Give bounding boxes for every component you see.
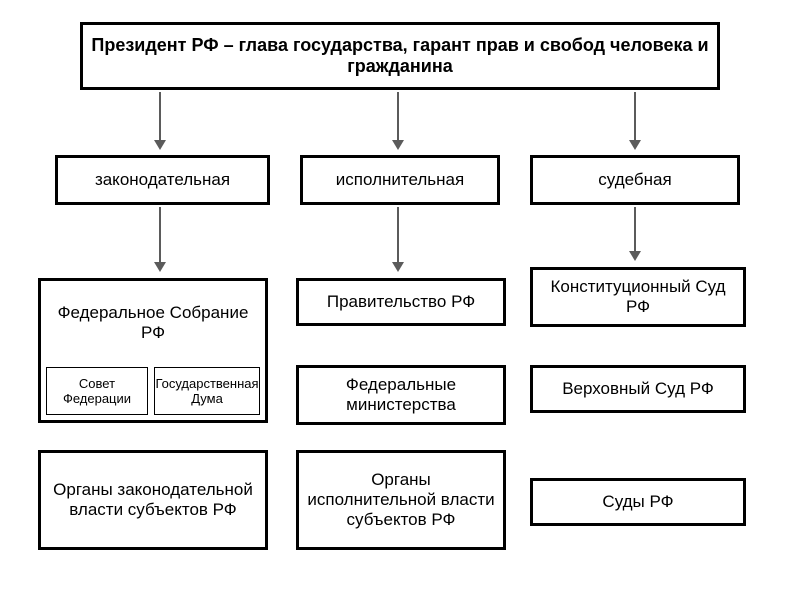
node-state-duma: Государственная Дума — [154, 367, 260, 415]
node-federation-council: Совет Федерации — [46, 367, 148, 415]
node-president-label: Президент РФ – глава государства, гарант… — [89, 35, 711, 77]
node-state-duma-label: Государственная Дума — [155, 376, 258, 406]
arrow-president-to-legislative — [154, 92, 166, 150]
node-government-rf: Правительство РФ — [296, 278, 506, 326]
node-supreme-court: Верховный Суд РФ — [530, 365, 746, 413]
node-federal-ministries: Федеральные министерства — [296, 365, 506, 425]
node-legislative-subjects-label: Органы законодательной власти субъектов … — [47, 480, 259, 520]
node-judicial-label: судебная — [598, 170, 671, 190]
node-executive-label: исполнительная — [336, 170, 464, 190]
node-legislative-label: законодательная — [95, 170, 230, 190]
node-legislative-subjects: Органы законодательной власти субъектов … — [38, 450, 268, 550]
node-federation-council-label: Совет Федерации — [53, 376, 141, 406]
node-federal-ministries-label: Федеральные министерства — [305, 375, 497, 415]
node-federal-assembly-label: Федеральное Собрание РФ — [47, 303, 259, 343]
node-legislative: законодательная — [55, 155, 270, 205]
arrow-judicial-down — [629, 207, 641, 261]
node-constitutional-court: Конституционный Суд РФ — [530, 267, 746, 327]
node-judicial: судебная — [530, 155, 740, 205]
node-executive-subjects: Органы исполнительной власти субъектов Р… — [296, 450, 506, 550]
node-government-rf-label: Правительство РФ — [327, 292, 475, 312]
node-president: Президент РФ – глава государства, гарант… — [80, 22, 720, 90]
node-executive: исполнительная — [300, 155, 500, 205]
arrow-executive-down — [392, 207, 404, 272]
node-courts-rf: Суды РФ — [530, 478, 746, 526]
arrow-president-to-executive — [392, 92, 404, 150]
node-supreme-court-label: Верховный Суд РФ — [562, 379, 714, 399]
arrow-legislative-down — [154, 207, 166, 272]
node-executive-subjects-label: Органы исполнительной власти субъектов Р… — [305, 470, 497, 530]
arrow-president-to-judicial — [629, 92, 641, 150]
node-constitutional-court-label: Конституционный Суд РФ — [539, 277, 737, 317]
node-courts-rf-label: Суды РФ — [602, 492, 673, 512]
